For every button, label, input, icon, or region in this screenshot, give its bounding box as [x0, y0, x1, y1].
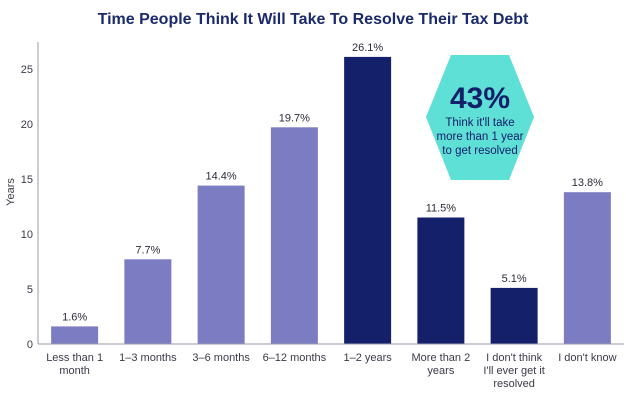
y-tick-label: 5: [27, 284, 33, 296]
x-tick-label: I don't think I'll ever get it resolved: [483, 352, 544, 390]
data-label: 11.5%: [426, 203, 457, 215]
y-axis-ticks: 0 5 10 15 20 25: [21, 64, 33, 351]
x-tick-label: More than 2 years: [412, 352, 471, 377]
x-tick-label: 1–2 years: [343, 352, 392, 364]
callout-text: Think it'll take more than 1 year to get r…: [437, 117, 524, 157]
bar: [124, 259, 172, 344]
data-labels: 1.6% 7.7% 14.4% 19.7% 26.1% 11.5% 5.1% 13.8%: [62, 42, 603, 323]
y-tick-label: 0: [27, 339, 33, 351]
data-label: 26.1%: [352, 42, 383, 54]
y-tick-label: 15: [21, 174, 33, 186]
data-label: 13.8%: [572, 177, 603, 189]
data-label: 5.1%: [502, 273, 527, 285]
y-tick-label: 10: [21, 229, 33, 241]
x-tick-label: I don't know: [558, 352, 616, 364]
x-tick-label: 3–6 months: [192, 352, 250, 364]
callout-hexagon-shape: [426, 55, 534, 180]
bar: [197, 185, 245, 344]
x-axis-labels: Less than 1 month 1–3 months 3–6 months 6–12…: [46, 352, 616, 390]
x-tick-label: 1–3 months: [119, 352, 177, 364]
callout-hexagon: 43% Think it'll take more than 1 year to g…: [426, 55, 534, 180]
data-label: 19.7%: [279, 112, 310, 124]
bar: [344, 56, 392, 345]
bar: [490, 287, 538, 344]
y-axis-label: Years: [5, 178, 17, 206]
callout-value: 43%: [450, 82, 510, 115]
bar: [270, 127, 318, 344]
chart-title: Time People Think It Will Take To Resolv…: [98, 11, 529, 28]
data-label: 1.6%: [62, 311, 87, 323]
x-tick-label: Less than 1 month: [46, 352, 103, 377]
bars: [51, 56, 611, 345]
bar: [51, 326, 99, 344]
y-tick-label: 20: [21, 119, 33, 131]
y-tick-label: 25: [21, 64, 33, 76]
data-label: 7.7%: [135, 244, 160, 256]
data-label: 14.4%: [206, 171, 237, 183]
x-tick-label: 6–12 months: [263, 352, 327, 364]
bar: [417, 217, 465, 344]
bar: [563, 192, 611, 344]
